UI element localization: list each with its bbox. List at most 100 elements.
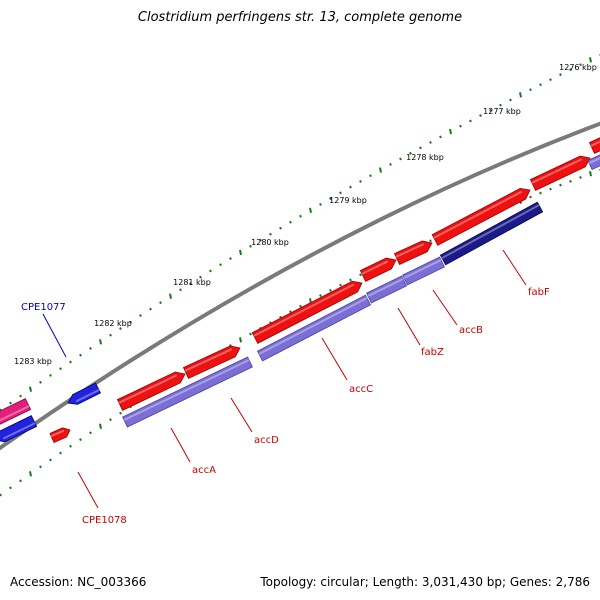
minor-tick [299, 304, 302, 308]
minor-tick [199, 275, 202, 279]
minor-tick [469, 119, 472, 123]
minor-tick [19, 479, 22, 483]
major-tick [99, 339, 102, 345]
tick-label: 1278 kbp [406, 153, 444, 162]
minor-tick [59, 451, 62, 455]
minor-tick [9, 486, 12, 490]
minor-tick [179, 288, 182, 292]
major-tick [379, 167, 382, 173]
major-tick [589, 170, 592, 177]
minor-tick [9, 401, 12, 405]
gene-features [0, 137, 600, 444]
minor-tick [89, 431, 92, 435]
minor-tick [439, 135, 442, 139]
minor-tick [459, 124, 462, 128]
minor-tick [249, 332, 252, 336]
minor-tick [369, 174, 372, 178]
gene-labels: fabF accB fabZ accC accD accA CPE1078 CPE1077 [21, 249, 550, 526]
minor-tick [39, 380, 42, 384]
minor-tick [289, 220, 292, 224]
minor-tick [349, 185, 352, 189]
cds-block-next [587, 154, 600, 171]
minor-tick [109, 418, 112, 422]
gene-block-next-1 [529, 155, 591, 191]
label-leader-line [230, 397, 253, 433]
cds-block-accB [402, 256, 445, 286]
minor-tick [0, 493, 2, 497]
major-tick [29, 471, 32, 477]
gene-block-accA [116, 371, 186, 411]
minor-tick [19, 394, 22, 398]
minor-tick [129, 320, 132, 324]
minor-tick [289, 310, 292, 314]
minor-tick [79, 353, 82, 357]
major-tick [29, 386, 32, 392]
minor-tick [389, 163, 392, 166]
minor-tick [509, 98, 512, 102]
minor-tick [189, 282, 192, 285]
minor-tick [69, 360, 72, 364]
minor-tick [209, 269, 212, 273]
gene-block-accD [182, 345, 241, 379]
minor-tick [49, 458, 52, 462]
gene-block-left-pink [0, 398, 32, 425]
minor-tick [339, 283, 342, 287]
minor-tick [229, 257, 232, 260]
minor-tick [319, 294, 322, 297]
minor-tick [579, 63, 582, 67]
gene-label-accD: accD [254, 435, 279, 446]
label-leader-line [321, 337, 348, 381]
minor-tick [159, 301, 162, 305]
label-leader-line [77, 471, 99, 509]
gene-block-accB [393, 240, 433, 265]
cds-block-fabZ [366, 275, 407, 304]
gene-label-accB: accB [459, 325, 483, 336]
minor-tick [529, 88, 532, 92]
minor-tick [139, 314, 142, 317]
label-leader-line [397, 307, 421, 346]
map-title: Clostridium perfringens str. 13, complet… [137, 10, 463, 25]
cds-block-fabF [439, 201, 544, 266]
minor-tick [479, 114, 482, 118]
minor-tick [69, 444, 72, 448]
minor-tick [149, 307, 152, 311]
minor-tick [299, 214, 302, 218]
minor-tick [429, 239, 432, 243]
tick-track: 1276 kbp 1277 kbp 1278 kbp 1279 kbp 1280 kbp… [0, 54, 600, 497]
tick-label: 1282 kbp [94, 319, 132, 328]
minor-tick [419, 146, 422, 150]
minor-tick [329, 288, 332, 292]
gene-label-accA: accA [192, 465, 216, 476]
minor-tick [499, 103, 502, 107]
label-leader-line [42, 313, 67, 358]
minor-tick [109, 333, 112, 337]
minor-tick [559, 73, 562, 77]
minor-tick [119, 411, 122, 415]
cds-block-accC [256, 294, 372, 362]
label-leader-line [502, 249, 527, 286]
minor-tick [409, 151, 412, 155]
minor-tick [429, 140, 432, 144]
minor-tick [549, 78, 552, 82]
minor-tick [359, 273, 362, 277]
major-tick [99, 423, 102, 429]
tick-label: 1277 kbp [483, 107, 521, 116]
minor-tick [579, 176, 582, 179]
minor-tick [89, 347, 92, 350]
minor-tick [539, 83, 542, 87]
gene-block-fabZ [359, 257, 397, 282]
tick-label: 1276 kbp [559, 63, 597, 72]
gene-label-CPE1077: CPE1077 [21, 302, 66, 313]
accession-text: Accession: NC_003366 [10, 575, 147, 589]
major-tick [239, 249, 242, 256]
gene-block-left-blue [0, 415, 38, 443]
minor-tick [49, 374, 52, 377]
gene-label-fabZ: fabZ [421, 347, 444, 358]
gene-label-fabF: fabF [528, 287, 550, 298]
minor-tick [339, 191, 342, 195]
minor-tick [249, 244, 252, 248]
gene-block-accC [251, 280, 363, 344]
minor-tick [79, 438, 82, 441]
minor-tick [319, 203, 322, 206]
